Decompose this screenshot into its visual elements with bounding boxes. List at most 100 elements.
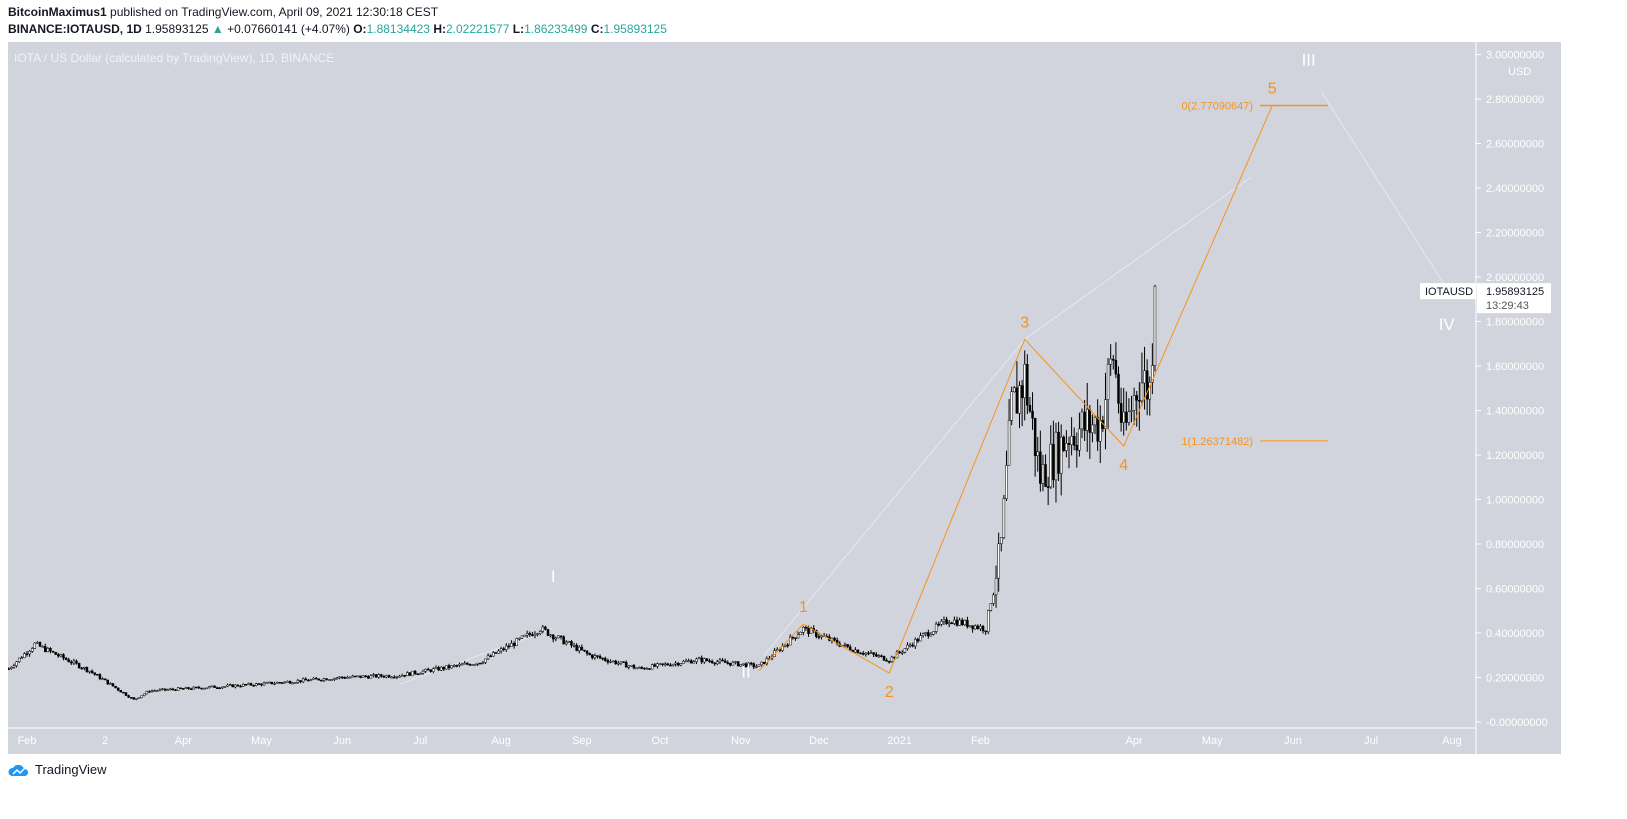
candle-body <box>1140 382 1144 402</box>
candle-body <box>1031 410 1034 419</box>
candle-body <box>596 655 599 657</box>
candle-body <box>257 683 261 685</box>
tradingview-logo[interactable]: TradingView <box>8 762 107 777</box>
candle-body <box>575 644 578 651</box>
candle-body <box>674 662 677 665</box>
candle-body <box>228 684 232 686</box>
candle-body <box>116 687 120 691</box>
candle-body <box>1132 395 1136 411</box>
candle-body <box>314 677 318 680</box>
candle-body <box>927 632 930 637</box>
candle-body <box>62 654 65 659</box>
candle-body <box>231 684 235 688</box>
candle-body <box>64 657 68 660</box>
candle-body <box>911 644 914 647</box>
candle-body <box>692 661 696 664</box>
candle-body <box>697 657 701 660</box>
price-axis[interactable]: 3.00000000 2.80000000 2.60000000 2.40000000… <box>1476 50 1548 730</box>
candle-body <box>400 674 404 677</box>
candle-body <box>72 660 76 664</box>
candle-body <box>361 675 365 678</box>
candle-body <box>98 674 102 680</box>
candle-body <box>278 682 281 684</box>
candle-body <box>445 665 448 670</box>
candle-body <box>460 663 464 666</box>
candle-body <box>916 638 920 642</box>
candle-body <box>148 691 151 693</box>
candle-body <box>671 664 675 667</box>
candle-body <box>619 661 623 664</box>
candle-body <box>1078 428 1081 451</box>
candle-body <box>802 626 805 633</box>
candle-body <box>578 646 581 651</box>
candle-body <box>627 665 631 668</box>
candle-body <box>940 620 943 625</box>
candle-body <box>1041 464 1045 484</box>
x-tick-label: Sep <box>572 735 592 747</box>
candle-body <box>426 668 430 671</box>
candle-body <box>187 687 190 690</box>
candle-body <box>294 682 297 684</box>
time-axis[interactable]: Feb 2 Apr May Jun Jul Aug Sep Oct Nov Dec 2021 Feb Ap… <box>18 735 1462 747</box>
candle-body <box>648 668 651 670</box>
x-tick-label: 2 <box>102 735 108 747</box>
symbol-tag-text: IOTAUSD <box>1425 286 1473 298</box>
candle-body <box>96 674 99 676</box>
candle-body <box>372 674 375 676</box>
candle-body <box>51 650 55 653</box>
candle-body <box>424 668 427 672</box>
candle-body <box>611 660 615 663</box>
candle-body <box>1153 285 1157 366</box>
candle-body <box>437 667 440 671</box>
candle-body <box>791 636 795 639</box>
x-tick-label: May <box>251 735 272 747</box>
candle-body <box>640 667 644 669</box>
candle-body <box>502 648 505 650</box>
candle-body <box>789 636 792 646</box>
candle-body <box>338 676 341 679</box>
candle-body <box>197 686 201 689</box>
low-label: L: <box>512 22 525 36</box>
candle-body <box>288 681 292 684</box>
candle-body <box>760 661 763 666</box>
candle-body <box>166 689 169 691</box>
candle-body <box>377 674 380 678</box>
candle-body <box>119 689 123 693</box>
candle-body <box>1127 411 1131 423</box>
x-tick-label: May <box>1202 735 1223 747</box>
candle-body <box>755 666 758 668</box>
candle-body <box>286 681 289 683</box>
price-tag <box>1477 283 1551 314</box>
candle-body <box>486 655 490 660</box>
price-chart[interactable]: IOTA / US Dollar (calculated by TradingV… <box>8 42 1561 754</box>
candle-body <box>135 698 138 700</box>
chart-title: IOTA / US Dollar (calculated by TradingV… <box>14 51 334 65</box>
wave-label: 3 <box>1020 314 1029 331</box>
candle-body <box>1143 370 1146 384</box>
candle-body <box>783 644 787 647</box>
candle-body <box>820 635 823 638</box>
price-change: +0.07660141 (+4.07%) <box>227 22 350 36</box>
candle-body <box>601 657 604 660</box>
candle-body <box>877 655 881 657</box>
candle-body <box>585 650 589 654</box>
close-label: C: <box>590 22 604 36</box>
candle-body <box>369 675 373 679</box>
candle-body <box>356 675 360 678</box>
candle-body <box>1099 420 1102 442</box>
candle-body <box>799 632 802 636</box>
candle-body <box>210 685 214 688</box>
candle-body <box>348 676 352 679</box>
candle-body <box>703 658 706 663</box>
candle-body <box>153 690 156 692</box>
x-tick-label: 2021 <box>887 735 911 747</box>
candle-body <box>30 648 34 652</box>
candle-body <box>270 681 274 685</box>
candle-body <box>208 686 211 689</box>
candle-body <box>1117 373 1120 404</box>
candle-body <box>882 655 886 661</box>
candle-body <box>630 665 633 667</box>
x-tick-label: Feb <box>971 735 990 747</box>
candle-body <box>481 662 485 664</box>
